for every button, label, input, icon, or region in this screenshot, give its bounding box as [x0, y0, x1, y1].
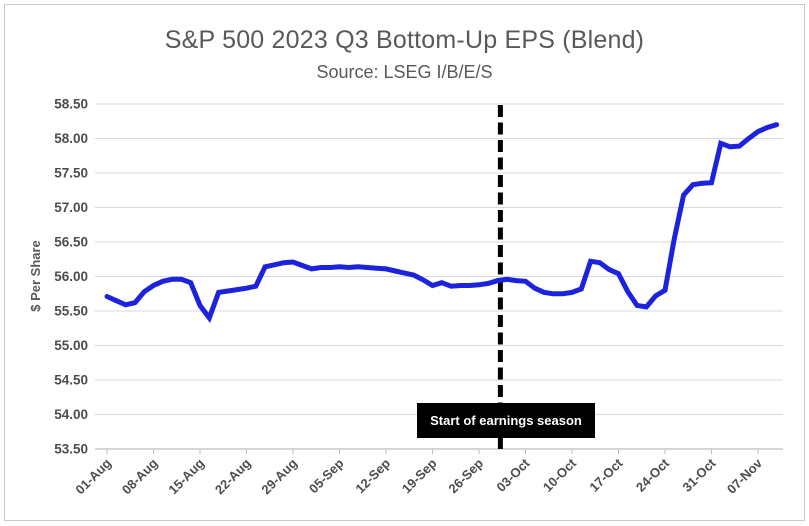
x-tick-label: 10-Oct — [540, 455, 580, 495]
y-tick-label: 57.50 — [54, 166, 88, 181]
y-tick-label: 55.00 — [54, 338, 88, 353]
y-tick-label: 57.00 — [54, 200, 88, 215]
y-tick-label: 54.00 — [54, 407, 88, 422]
x-tick-label: 15-Aug — [165, 455, 207, 497]
x-tick-label: 31-Oct — [679, 455, 719, 495]
y-tick-label: 53.50 — [54, 442, 88, 457]
earnings-season-annotation: Start of earnings season — [417, 403, 595, 438]
x-tick-label: 22-Aug — [212, 455, 254, 497]
y-tick-label: 58.50 — [54, 97, 88, 112]
x-tick-label: 19-Sep — [399, 455, 440, 496]
x-tick-label: 01-Aug — [72, 455, 114, 497]
x-tick-label: 08-Aug — [119, 455, 161, 497]
x-tick-label: 12-Sep — [352, 455, 393, 496]
x-tick-label: 17-Oct — [586, 455, 626, 495]
y-tick-label: 56.50 — [54, 235, 88, 250]
chart-title: S&P 500 2023 Q3 Bottom-Up EPS (Blend) — [164, 26, 645, 54]
x-tick-label: 05-Sep — [306, 455, 347, 496]
y-axis-title: $ Per Share — [28, 240, 43, 312]
x-tick-label: 24-Oct — [633, 455, 673, 495]
chart-subtitle: Source: LSEG I/B/E/S — [316, 62, 493, 82]
y-tick-label: 55.50 — [54, 304, 88, 319]
y-tick-label: 54.50 — [54, 373, 88, 388]
x-tick-label: 26-Sep — [445, 455, 486, 496]
x-tick-label: 29-Aug — [258, 455, 300, 497]
eps-series-line — [104, 122, 780, 324]
y-tick-label: 58.00 — [54, 131, 88, 146]
y-tick-label: 56.00 — [54, 269, 88, 284]
x-tick-label: 07-Nov — [724, 455, 766, 497]
x-tick-label: 03-Oct — [493, 455, 533, 495]
earnings-season-annotation-label: Start of earnings season — [430, 413, 582, 428]
